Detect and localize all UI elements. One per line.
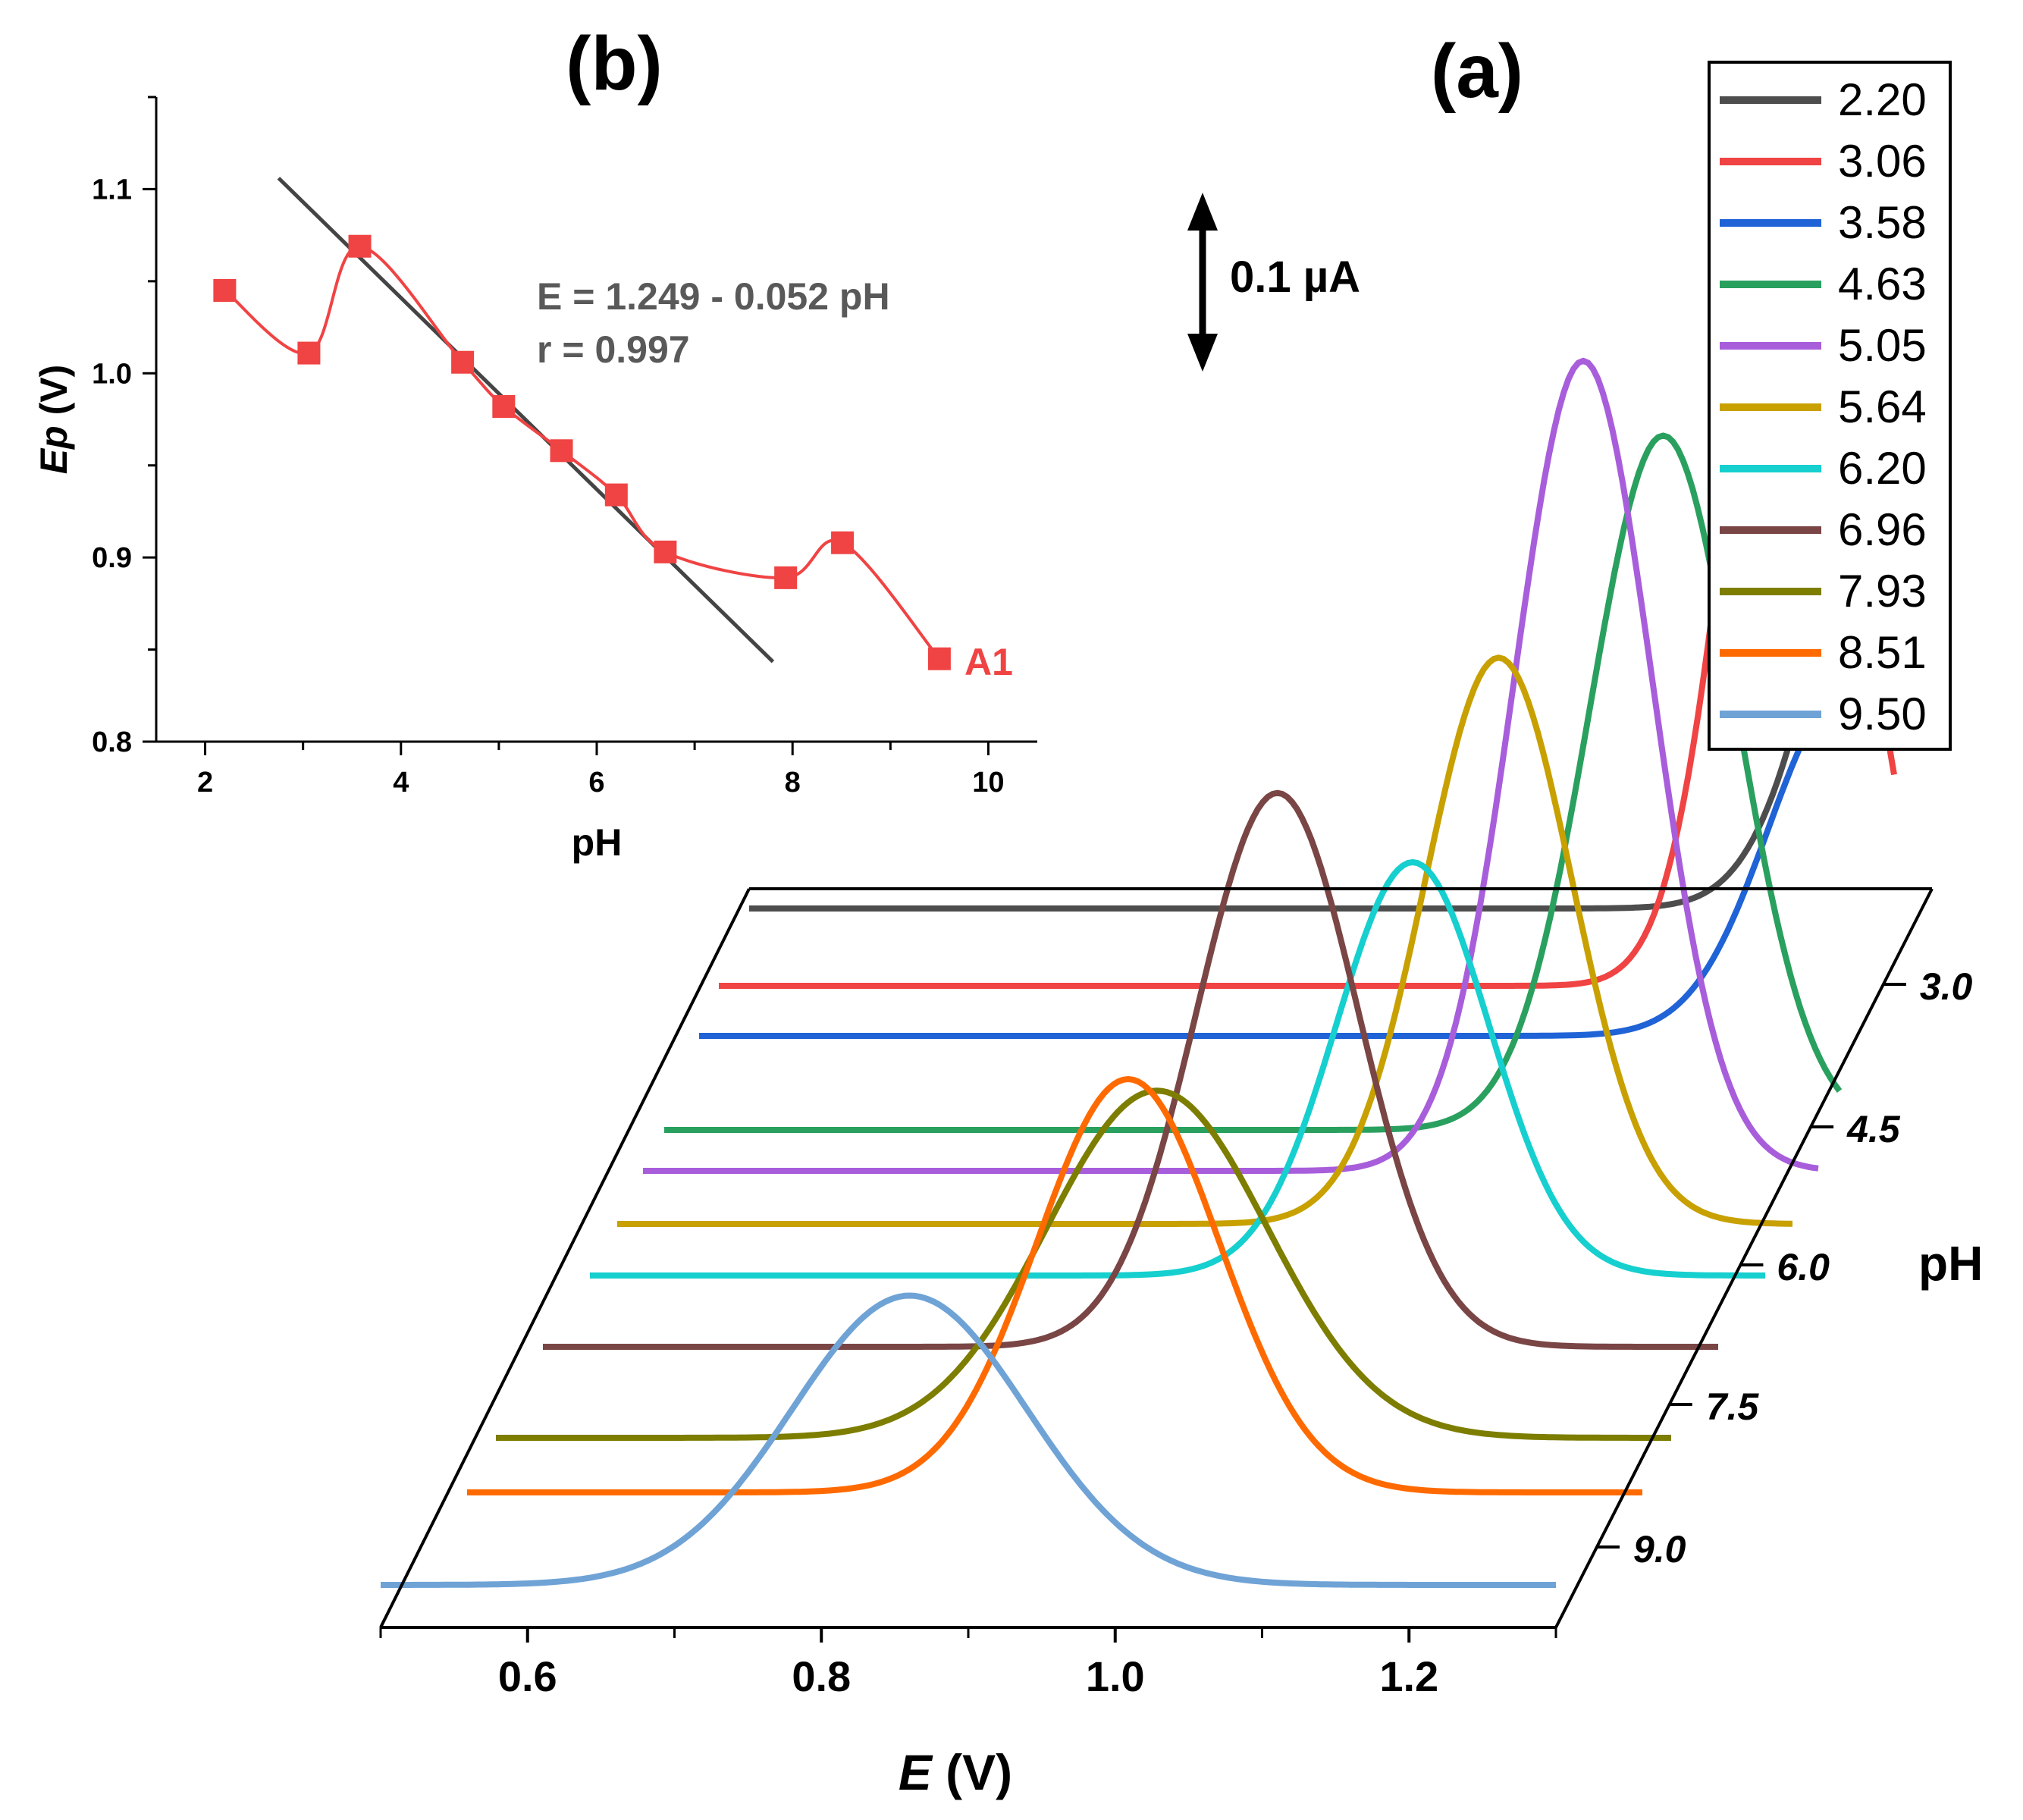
curves-group (381, 135, 1927, 1588)
b-x-tick-label: 4 (393, 767, 409, 799)
e-axis-title: E (V) (899, 1744, 1012, 1800)
legend-label: 7.93 (1838, 566, 1927, 617)
b-x-tick-label: 10 (972, 767, 1004, 799)
curve-ph-6-20 (590, 859, 1765, 1279)
b-x-tick-label: 2 (197, 767, 213, 799)
legend-label: 2.20 (1838, 74, 1927, 125)
b-y-tick-label: 1.0 (92, 358, 132, 390)
data-point-marker (348, 234, 372, 258)
curve-ph-3-06 (719, 135, 1897, 989)
data-point-marker (654, 540, 677, 563)
curve-ph-6-96 (543, 789, 1718, 1350)
scale-bar-arrow-down (1187, 334, 1218, 372)
b-x-tick-label: 8 (785, 767, 801, 799)
legend-entries: 2.20 3.06 3.58 4.63 5.05 5.64 6.20 6.96 7.93 8.51… (1720, 74, 1927, 739)
depth-tick-label: 4.5 (1846, 1108, 1901, 1150)
b-y-tick-label: 1.1 (92, 174, 132, 206)
panel-a-waterfall: 0.6 0.8 1.0 1.2 3.0 4.5 6.0 7.5 9.0 E (V) pH 0.… (379, 61, 1983, 1800)
equation-label: E = 1.249 - 0.052 pH (537, 275, 890, 318)
data-point-marker (297, 341, 321, 365)
e-tick-label: 1.0 (1086, 1652, 1145, 1700)
b-y-tick-label: 0.8 (92, 726, 132, 758)
depth-tick-label: 9.0 (1633, 1528, 1686, 1571)
b-x-axis-title: pH (572, 821, 623, 864)
scale-bar-label: 0.1 µA (1230, 253, 1360, 302)
depth-axis-title: pH (1918, 1236, 1983, 1291)
b-x-tick-label: 6 (588, 767, 604, 799)
panel-a-label: (a) (1431, 29, 1523, 114)
legend-label: 6.96 (1838, 504, 1927, 555)
depth-axis-ticks: 3.0 4.5 6.0 7.5 9.0 (1596, 965, 1973, 1571)
legend-label: 6.20 (1838, 443, 1927, 494)
legend-label: 4.63 (1838, 259, 1927, 309)
legend-label: 9.50 (1838, 689, 1927, 739)
data-point-marker (492, 395, 516, 418)
scale-bar-arrow-up (1187, 193, 1218, 231)
data-points (213, 234, 951, 670)
legend-label: 5.64 (1838, 381, 1927, 432)
data-point-marker (604, 483, 628, 507)
depth-tick-label: 7.5 (1706, 1385, 1760, 1428)
data-point-marker (774, 566, 798, 589)
depth-tick-label: 6.0 (1777, 1246, 1830, 1288)
e-axis-ticks: 0.6 0.8 1.0 1.2 (379, 1627, 1557, 1700)
right-depth-axis (1554, 888, 1934, 1628)
curve-ph-7-93 (496, 1087, 1671, 1441)
curve-ph-2-20 (749, 334, 1927, 912)
curve-ph-4-63 (664, 432, 1843, 1133)
curve-ph-9-50 (381, 1292, 1556, 1588)
curve-ph-5-05 (643, 357, 1819, 1174)
r-label: r = 0.997 (537, 328, 690, 371)
e-tick-label: 1.2 (1379, 1652, 1438, 1700)
data-point-marker (550, 439, 573, 463)
scale-bar: 0.1 µA (1187, 193, 1360, 372)
curve-ph-5-64 (617, 654, 1792, 1227)
b-y-tick-label: 0.9 (92, 542, 132, 574)
depth-tick-label: 3.0 (1920, 965, 1973, 1008)
legend-label: 5.05 (1838, 320, 1927, 371)
fit-line (277, 177, 775, 664)
e-tick-label: 0.8 (792, 1652, 851, 1700)
b-y-axis-title: Ep (V) (33, 365, 75, 474)
data-point-marker (213, 279, 237, 302)
curve-ph-3-58 (699, 689, 1877, 1039)
legend-label: 8.51 (1838, 627, 1927, 678)
curve-ph-8-51 (467, 1076, 1642, 1495)
legend-label: 3.58 (1838, 197, 1927, 248)
b-ticks: 2 4 6 8 10 0.8 0.9 1.0 1.1 (92, 96, 1005, 799)
panel-b-plot: 2 4 6 8 100.80.91.01.1 E = 1.249 - 0.052 pH … (33, 96, 1037, 864)
legend: 2.20 3.06 3.58 4.63 5.05 5.64 6.20 6.96 7.93 8.51… (1708, 61, 1952, 751)
left-depth-axis (379, 888, 751, 1628)
data-point-marker (927, 647, 951, 670)
series-label-a1: A1 (964, 641, 1013, 683)
legend-label: 3.06 (1838, 136, 1927, 187)
e-tick-label: 0.6 (498, 1652, 557, 1700)
data-point-marker (831, 531, 855, 554)
panel-b-label: (b) (566, 21, 663, 106)
data-point-marker (451, 350, 475, 374)
